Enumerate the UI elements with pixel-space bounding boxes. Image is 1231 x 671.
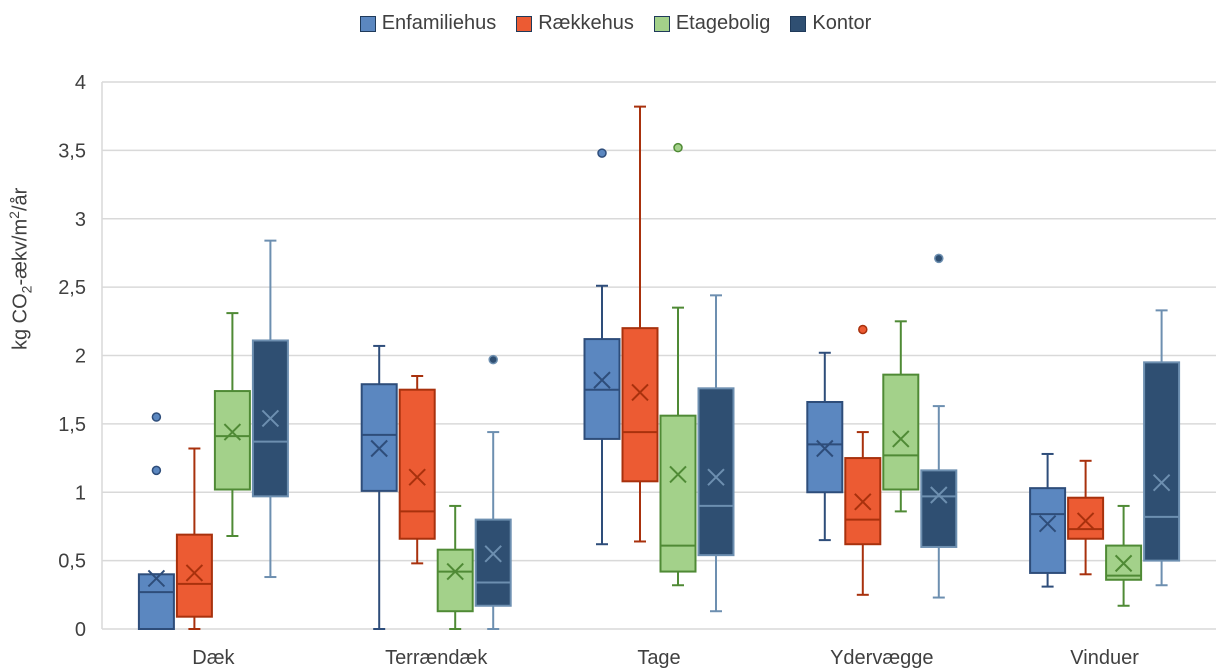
outlier-point xyxy=(673,142,683,153)
mean-marker xyxy=(854,493,872,511)
box xyxy=(360,383,398,492)
mean-marker xyxy=(1152,473,1171,492)
legend-label: Etagebolig xyxy=(675,12,771,34)
legend-swatch xyxy=(653,15,670,32)
box xyxy=(882,373,920,491)
outlier-point xyxy=(151,412,162,422)
box xyxy=(474,518,512,607)
box xyxy=(213,390,251,491)
legend-swatch xyxy=(790,15,807,32)
box xyxy=(137,573,175,630)
y-tick-label: 3 xyxy=(75,209,86,231)
box xyxy=(659,414,697,573)
mean-marker xyxy=(816,439,834,458)
mean-marker xyxy=(593,371,611,389)
legend-swatch xyxy=(516,15,533,32)
outlier-point xyxy=(151,465,162,476)
mean-marker xyxy=(707,468,725,486)
mean-marker xyxy=(408,468,426,486)
mean-marker xyxy=(631,383,649,402)
mean-marker xyxy=(185,564,204,582)
legend-label: Enfamiliehus xyxy=(381,12,497,34)
x-tick-label: Tage xyxy=(637,647,680,669)
box xyxy=(436,548,474,613)
outlier-point xyxy=(597,148,607,158)
box xyxy=(1029,487,1067,574)
legend-label: Kontor xyxy=(812,12,872,34)
outlier-point xyxy=(488,354,498,365)
y-tick-label: 4 xyxy=(75,72,86,94)
mean-marker xyxy=(892,430,910,448)
box xyxy=(398,388,436,540)
legend-item: Etagebolig xyxy=(653,12,771,35)
mean-marker xyxy=(223,423,242,441)
box xyxy=(920,469,958,548)
outlier-point xyxy=(934,253,944,264)
outlier-point xyxy=(858,324,868,335)
mean-marker xyxy=(1076,512,1095,530)
y-tick-label: 3,5 xyxy=(58,140,86,162)
legend-label: Rækkehus xyxy=(538,12,634,34)
y-tick-label: 2,5 xyxy=(58,277,86,299)
legend-item: Rækkehus xyxy=(516,12,634,35)
y-tick-label: 1,5 xyxy=(58,414,86,436)
y-tick-label: 1 xyxy=(75,482,86,504)
mean-marker xyxy=(1114,554,1133,573)
mean-marker xyxy=(147,569,166,588)
mean-marker xyxy=(261,409,280,428)
y-tick-label: 0 xyxy=(75,619,86,641)
x-tick-label: Dæk xyxy=(192,647,235,669)
box xyxy=(251,339,289,498)
box xyxy=(697,387,735,557)
x-tick-label: Vinduer xyxy=(1070,647,1139,669)
legend-item: Enfamiliehus xyxy=(359,12,497,35)
box xyxy=(1067,496,1105,540)
mean-marker xyxy=(669,465,687,484)
x-tick-label: Ydervægge xyxy=(830,647,933,669)
mean-marker xyxy=(370,439,388,458)
x-tick-label: Terrændæk xyxy=(385,647,488,669)
mean-marker xyxy=(446,562,464,581)
y-tick-label: 2 xyxy=(75,346,86,368)
y-tick-label: 0,5 xyxy=(58,551,86,573)
box xyxy=(1143,361,1181,562)
legend-item: Kontor xyxy=(790,12,871,35)
box xyxy=(175,533,213,618)
box xyxy=(621,327,659,483)
mean-marker xyxy=(930,486,948,504)
legend: Enfamiliehus Rækkehus Etagebolig Kontor xyxy=(0,12,1231,35)
mean-marker xyxy=(484,545,502,563)
legend-swatch xyxy=(359,15,376,32)
mean-marker xyxy=(1038,514,1057,533)
